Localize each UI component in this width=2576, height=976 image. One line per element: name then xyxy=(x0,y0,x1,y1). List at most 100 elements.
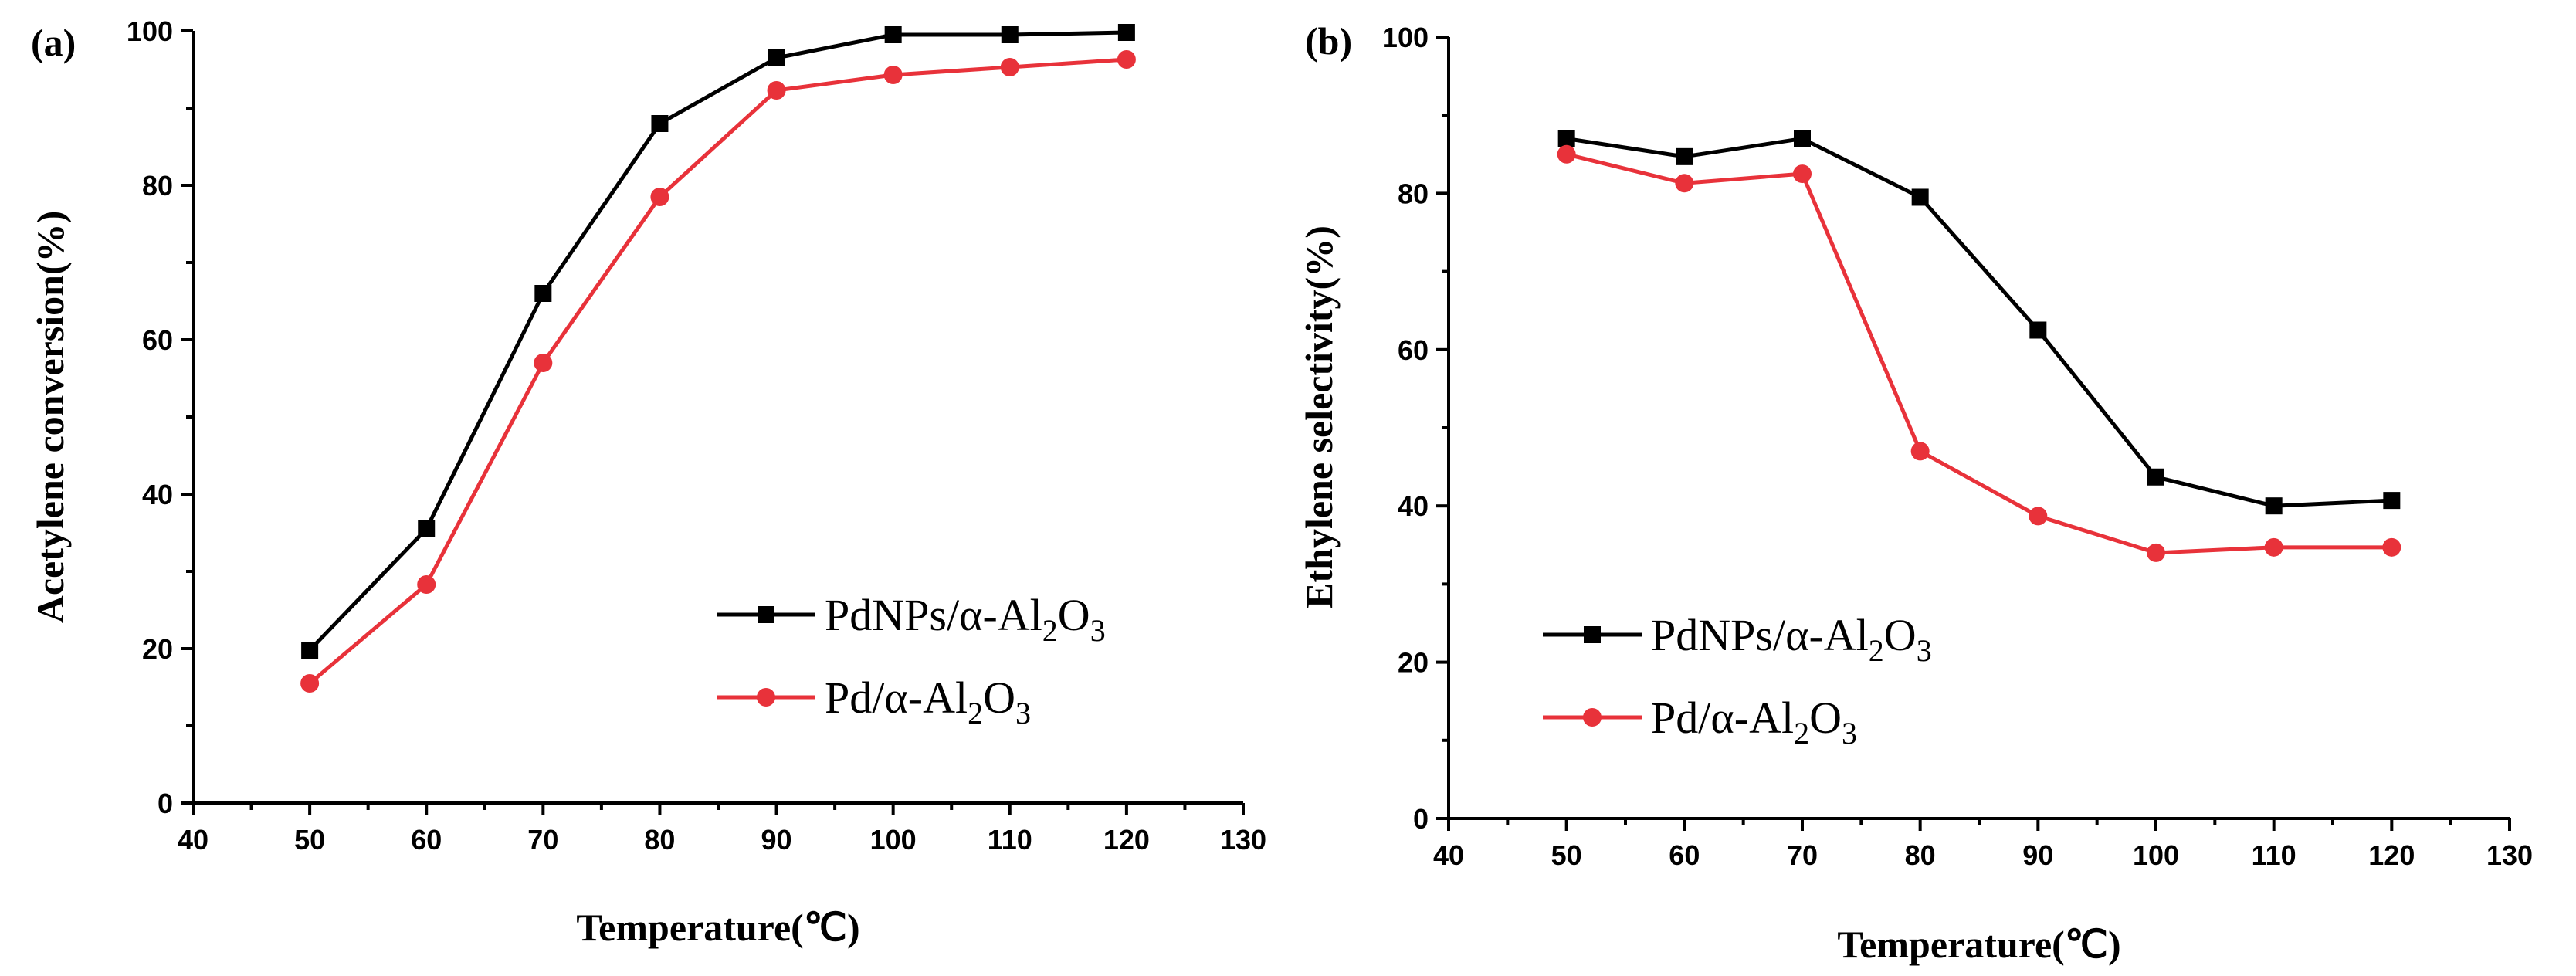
chart-panel-b: 40 50 60 70 80 90 100 110 120 130 0 20 40 60 80 100 (b) T… xyxy=(1297,19,2533,966)
x-tick-label: 120 xyxy=(2368,839,2415,871)
data-point xyxy=(2265,497,2283,515)
x-tick-label: 50 xyxy=(294,824,325,856)
y-axis-title: Acetylene conversion(%) xyxy=(29,211,72,624)
y-tick-label: 60 xyxy=(142,324,173,356)
x-tick-label: 110 xyxy=(988,824,1032,856)
legend-label: Pd/α-Al2O3 xyxy=(825,673,1031,730)
legend-label-main: O xyxy=(1884,610,1917,660)
x-tick-label: 80 xyxy=(1905,839,1936,871)
data-point xyxy=(883,66,903,84)
data-point xyxy=(768,49,785,66)
data-point xyxy=(2147,543,2165,562)
legend-entry: PdNPs/α-Al2O3 xyxy=(717,590,1106,648)
x-tick-label: 100 xyxy=(870,824,917,856)
data-point xyxy=(1000,58,1019,76)
x-tick-label: 40 xyxy=(1433,839,1464,871)
data-point xyxy=(1794,130,1811,147)
data-point xyxy=(1675,174,1694,193)
data-point xyxy=(301,642,319,659)
legend-label-main: PdNPs/α-Al xyxy=(1651,610,1869,660)
series-line xyxy=(1566,137,2392,508)
data-point xyxy=(1557,130,1575,147)
x-tick-label: 50 xyxy=(1551,839,1582,871)
legend-label-sub: 3 xyxy=(1917,633,1932,668)
x-axis-title: Temperature(℃) xyxy=(576,906,859,949)
data-point xyxy=(418,520,436,537)
y-tick-label: 0 xyxy=(1413,803,1429,835)
data-point xyxy=(1793,164,1812,184)
data-point xyxy=(2264,537,2283,557)
data-point xyxy=(534,354,553,372)
data-point xyxy=(2382,537,2401,557)
x-tick-label: 90 xyxy=(761,824,792,856)
legend-label-main: Pd/α-Al xyxy=(825,673,968,723)
legend-label: PdNPs/α-Al2O3 xyxy=(1651,610,1932,668)
x-tick-label: 40 xyxy=(178,824,208,856)
legend-label-sub: 2 xyxy=(1869,633,1884,668)
legend-label-main: O xyxy=(1809,693,1842,743)
legend-label-main: PdNPs/α-Al xyxy=(825,590,1042,640)
legend-marker xyxy=(1583,708,1602,727)
x-tick-label: 90 xyxy=(2022,839,2053,871)
data-point xyxy=(1117,50,1136,69)
legend-label-sub: 2 xyxy=(968,696,983,730)
y-tick-label: 20 xyxy=(1398,647,1429,679)
data-point xyxy=(2383,492,2401,510)
data-point xyxy=(2029,321,2047,339)
y-tick-label: 80 xyxy=(1398,178,1429,209)
x-tick-label: 80 xyxy=(644,824,675,856)
legend-label-main: O xyxy=(983,673,1015,723)
legend-label-sub: 2 xyxy=(1794,716,1809,751)
x-axis-title: Temperature(℃) xyxy=(1837,923,2120,966)
panel-label: (b) xyxy=(1305,19,1352,63)
legend-label-sub: 3 xyxy=(1842,716,1857,751)
legend-marker xyxy=(758,606,774,623)
legend-entry: Pd/α-Al2O3 xyxy=(1543,693,1857,751)
series-pd xyxy=(1557,144,2401,562)
data-point xyxy=(417,575,436,594)
series-pdnps xyxy=(301,24,1135,659)
legend-entry: Pd/α-Al2O3 xyxy=(717,673,1031,730)
series-pd xyxy=(300,50,1136,693)
y-tick-label: 60 xyxy=(1398,334,1429,366)
x-tick-label: 130 xyxy=(2486,839,2533,871)
x-tick-label: 70 xyxy=(527,824,558,856)
y-axis-title: Ethylene selectivity(%) xyxy=(1297,225,1341,608)
y-tick-label: 20 xyxy=(142,633,173,665)
legend-label-sub: 2 xyxy=(1042,613,1058,648)
data-point xyxy=(1001,26,1019,43)
y-tick-label: 80 xyxy=(142,170,173,202)
x-tick-label: 120 xyxy=(1103,824,1150,856)
chart-panel-a: 40 50 60 70 80 90 100 110 120 130 0 20 40 60 80 100 (a) T… xyxy=(29,15,1266,949)
legend-label-sub: 3 xyxy=(1015,696,1031,730)
legend-label-main: Pd/α-Al xyxy=(1651,693,1794,743)
y-tick-label: 40 xyxy=(142,479,173,510)
data-point xyxy=(767,81,786,100)
series-line xyxy=(1566,152,2392,555)
series-pdnps xyxy=(1557,130,2401,515)
legend-label: Pd/α-Al2O3 xyxy=(1651,693,1857,751)
legend-marker xyxy=(1584,626,1601,643)
data-point xyxy=(534,285,552,302)
legend-entry: PdNPs/α-Al2O3 xyxy=(1543,610,1932,668)
data-point xyxy=(1911,188,1929,206)
x-tick-label: 130 xyxy=(1220,824,1266,856)
series-line xyxy=(308,57,1127,685)
legend-label-sub: 3 xyxy=(1090,613,1106,648)
data-point xyxy=(2029,507,2048,526)
data-point xyxy=(651,115,669,132)
data-point xyxy=(1117,24,1135,41)
data-point xyxy=(884,26,902,43)
data-point xyxy=(1910,442,1930,461)
data-point xyxy=(1557,144,1576,164)
data-point xyxy=(2147,468,2164,486)
x-tick-label: 100 xyxy=(2133,839,2179,871)
x-tick-label: 60 xyxy=(1669,839,1700,871)
legend-marker xyxy=(757,688,775,707)
y-tick-label: 100 xyxy=(1382,22,1429,53)
y-tick-label: 100 xyxy=(127,15,173,47)
x-tick-label: 60 xyxy=(411,824,442,856)
data-point xyxy=(1676,147,1693,165)
legend-label-main: O xyxy=(1058,590,1090,640)
